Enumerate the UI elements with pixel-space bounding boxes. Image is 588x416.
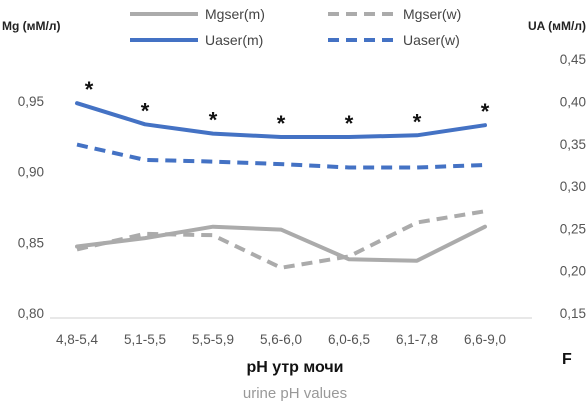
right-tick-label: 0,25 [560,221,586,236]
right-tick-label: 0,40 [560,95,586,110]
significance-star: * [481,99,490,124]
legend: Mgser(m) Mgser(w) Uaser(m) Uaser(w) [130,6,461,48]
significance-star: * [141,98,150,123]
right-tick-label: 0,30 [560,179,586,194]
panel-label: F [562,351,572,368]
right-tick-label: 0,15 [560,306,586,321]
right-axis-title: UA (мМ/л) [528,19,586,33]
series-line-mgser-m [75,224,487,263]
left-tick-label: 0,80 [18,306,44,321]
x-tick-label: 6,1-7,8 [396,332,438,347]
x-tick-label: 5,5-5,9 [192,332,234,347]
significance-star: * [209,108,218,133]
x-tick-label: 6,6-9,0 [464,332,506,347]
series-lines [75,101,487,270]
x-tick-label: 4,8-5,4 [56,332,99,347]
x-axis-title: pH утр мочи [246,359,343,376]
significance-star: * [277,111,286,136]
series-line-uaser-w [76,142,486,170]
legend-label: Mgser(m) [205,6,265,22]
x-tick-label: 5,1-5,5 [124,332,166,347]
legend-label: Uaser(m) [205,32,263,48]
x-tick-label: 6,0-6,5 [328,332,370,347]
right-tick-label: 0,35 [560,137,586,152]
series-line-uaser-m [75,101,487,139]
left-axis-ticks: 0,80 0,85 0,90 0,95 [18,94,44,321]
significance-star: * [345,111,354,136]
x-axis-ticks: 4,8-5,4 5,1-5,5 5,5-5,9 5,6-6,0 6,0-6,5 6,1-7… [56,332,506,347]
significance-star: * [413,109,422,134]
significance-star: * [85,77,94,102]
left-tick-label: 0,95 [18,94,44,109]
left-tick-label: 0,90 [18,165,44,180]
x-axis-subtitle: urine pH values [243,385,347,402]
right-tick-label: 0,45 [560,52,586,67]
legend-label: Uaser(w) [403,32,460,48]
x-tick-label: 5,6-6,0 [260,332,302,347]
right-tick-label: 0,20 [560,264,586,279]
right-axis-ticks: 0,15 0,20 0,25 0,30 0,35 0,40 0,45 [560,52,586,321]
significance-markers: * * * * * * * [85,77,490,136]
left-tick-label: 0,85 [18,235,44,250]
left-axis-title: Mg (мМ/л) [2,19,60,33]
legend-label: Mgser(w) [403,6,461,22]
